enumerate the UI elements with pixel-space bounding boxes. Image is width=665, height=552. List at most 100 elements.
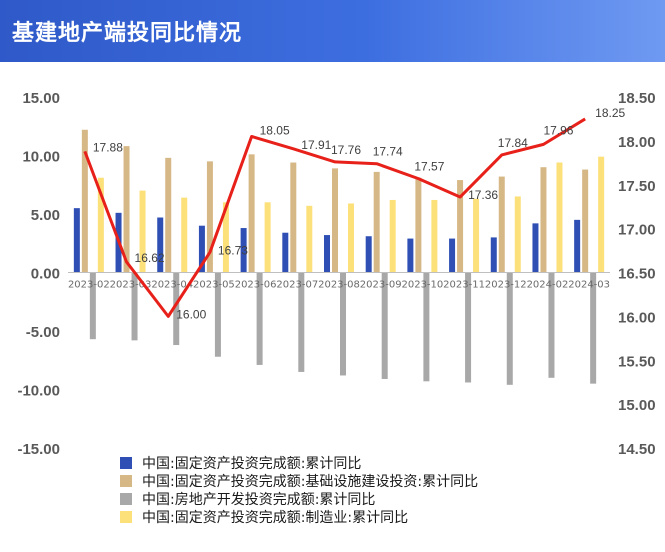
y-right-tick-label: 15.50 bbox=[618, 353, 656, 370]
chart-title: 基建地产端投同比情况 bbox=[12, 21, 243, 46]
legend-label: 中国:固定资产投资完成额:基础设施建设投资:累计同比 bbox=[142, 474, 479, 490]
legend-swatch bbox=[120, 457, 132, 469]
bar-1-2023-07 bbox=[282, 232, 289, 273]
y-right-tick-label: 17.50 bbox=[618, 178, 656, 195]
x-tick-label: 2024-02 bbox=[527, 280, 569, 291]
bar-3-2023-11 bbox=[465, 272, 472, 383]
line-data-label: 17.74 bbox=[373, 145, 403, 159]
y-right-tick-label: 16.50 bbox=[618, 266, 656, 283]
bar-1-2023-10 bbox=[407, 238, 414, 273]
line-data-label: 18.05 bbox=[260, 123, 290, 137]
bar-3-2023-03 bbox=[131, 272, 138, 341]
legend-item: 中国:固定资产投资完成额:基础设施建设投资:累计同比 bbox=[120, 472, 560, 490]
legend-label: 中国:固定资产投资完成额:累计同比 bbox=[142, 456, 362, 472]
bar-4-2023-02 bbox=[97, 177, 104, 273]
bar-3-2023-10 bbox=[423, 272, 430, 382]
y-left-tick-label: -15.00 bbox=[17, 441, 60, 458]
chart-plot: 15.00 10.00 5.00 0.00 -5.00 -10.00 -15.00 18.50… bbox=[17, 90, 656, 458]
bar-2-2023-04 bbox=[165, 157, 172, 273]
line-data-label: 17.76 bbox=[331, 143, 361, 157]
bar-4-2023-03 bbox=[139, 190, 146, 273]
bar-1-2024-02 bbox=[532, 223, 539, 273]
line-data-label: 17.36 bbox=[468, 188, 498, 202]
line-series bbox=[83, 117, 586, 318]
bar-4-2023-04 bbox=[181, 197, 188, 273]
bar-2-2024-02 bbox=[540, 167, 547, 273]
y-right-tick-label: 18.00 bbox=[618, 134, 656, 151]
legend-swatch bbox=[120, 475, 132, 487]
line-data-label: 18.25 bbox=[595, 106, 625, 120]
legend-swatch bbox=[120, 493, 132, 505]
bar-1-2023-08 bbox=[324, 235, 330, 273]
line-data-label: 17.91 bbox=[301, 138, 331, 152]
line-data-label: 17.96 bbox=[543, 123, 573, 137]
bar-1-2023-02 bbox=[73, 208, 80, 273]
bar-4-2024-03 bbox=[598, 156, 605, 273]
line-data-label: 16.62 bbox=[135, 251, 165, 265]
chart-legend: 中国:固定资产投资完成额:累计同比中国:固定资产投资完成额:基础设施建设投资:累… bbox=[120, 454, 560, 526]
x-tick-label: 2023-10 bbox=[401, 280, 443, 291]
legend-item: 中国:房地产开发投资完成额:累计同比 bbox=[120, 490, 560, 508]
x-tick-label: 2023-08 bbox=[318, 280, 360, 291]
bar-2-2023-07 bbox=[290, 162, 297, 273]
bar-2-2023-12 bbox=[498, 176, 505, 273]
bar-2-2023-02 bbox=[81, 129, 88, 273]
bar-3-2023-12 bbox=[506, 272, 513, 385]
bar-1-2023-11 bbox=[449, 238, 456, 273]
bar-4-2024-02 bbox=[556, 162, 563, 273]
x-tick-label: 2023-09 bbox=[360, 280, 402, 291]
x-tick-label: 2023-11 bbox=[443, 280, 485, 291]
bar-1-2023-12 bbox=[490, 237, 497, 273]
x-tick-label: 2023-03 bbox=[110, 280, 152, 291]
bar-2-2023-08 bbox=[332, 168, 338, 273]
bar-4-2023-10 bbox=[431, 199, 438, 273]
y-right-tick-label: 17.00 bbox=[618, 222, 656, 239]
bar-3-2024-03 bbox=[590, 272, 597, 384]
bar-1-2023-04 bbox=[157, 217, 164, 273]
bar-3-2023-08 bbox=[340, 272, 346, 376]
bar-2-2024-03 bbox=[582, 169, 589, 273]
bar-2-2023-10 bbox=[415, 177, 422, 273]
y-right-tick-label: 16.00 bbox=[618, 309, 656, 326]
line-data-label: 16.00 bbox=[176, 307, 206, 321]
bar-4-2023-12 bbox=[514, 196, 521, 273]
bar-3-2023-05 bbox=[214, 272, 221, 357]
bar-4-2023-08 bbox=[348, 203, 354, 273]
bar-3-2023-09 bbox=[381, 272, 388, 379]
legend-item: 中国:固定资产投资完成额:制造业:累计同比 bbox=[120, 508, 560, 526]
line-data-label: 17.88 bbox=[93, 140, 123, 154]
bar-3-2024-02 bbox=[548, 272, 555, 378]
bar-4-2023-07 bbox=[306, 205, 313, 273]
bar-1-2024-03 bbox=[574, 219, 581, 273]
x-tick-label: 2023-06 bbox=[235, 280, 277, 291]
line-data-label: 16.73 bbox=[218, 243, 248, 257]
bar-4-2023-06 bbox=[264, 202, 271, 273]
legend-label: 中国:固定资产投资完成额:制造业:累计同比 bbox=[142, 510, 409, 526]
bar-1-2023-05 bbox=[198, 225, 205, 273]
bar-2-2023-11 bbox=[457, 180, 464, 273]
bar-3-2023-07 bbox=[298, 272, 305, 372]
y-left-tick-label: 15.00 bbox=[22, 90, 60, 107]
bar-2-2023-03 bbox=[123, 146, 130, 273]
x-tick-label: 2023-12 bbox=[485, 280, 527, 291]
line-data-label: 17.84 bbox=[498, 136, 528, 150]
bar-1-2023-09 bbox=[365, 236, 372, 273]
bar-3-2023-04 bbox=[173, 272, 180, 346]
y-left-tick-label: -5.00 bbox=[26, 324, 60, 341]
x-tick-label: 2023-02 bbox=[68, 280, 110, 291]
bar-2-2023-09 bbox=[373, 171, 380, 273]
bar-1-2023-06 bbox=[240, 228, 247, 273]
y-right-tick-label: 18.50 bbox=[618, 90, 656, 107]
legend-swatch bbox=[120, 511, 132, 523]
y-left-tick-label: 10.00 bbox=[22, 149, 60, 166]
bar-3-2023-02 bbox=[89, 272, 96, 340]
y-left-tick-label: -10.00 bbox=[17, 383, 60, 400]
x-tick-label: 2023-05 bbox=[193, 280, 235, 291]
bar-2-2023-06 bbox=[248, 154, 255, 273]
bar-3-2023-06 bbox=[256, 272, 263, 365]
y-left-tick-label: 5.00 bbox=[31, 207, 60, 224]
bar-4-2023-09 bbox=[389, 199, 396, 273]
legend-item: 中国:固定资产投资完成额:累计同比 bbox=[120, 454, 560, 472]
y-left-tick-label: 0.00 bbox=[31, 266, 60, 283]
bar-4-2023-05 bbox=[222, 202, 229, 273]
